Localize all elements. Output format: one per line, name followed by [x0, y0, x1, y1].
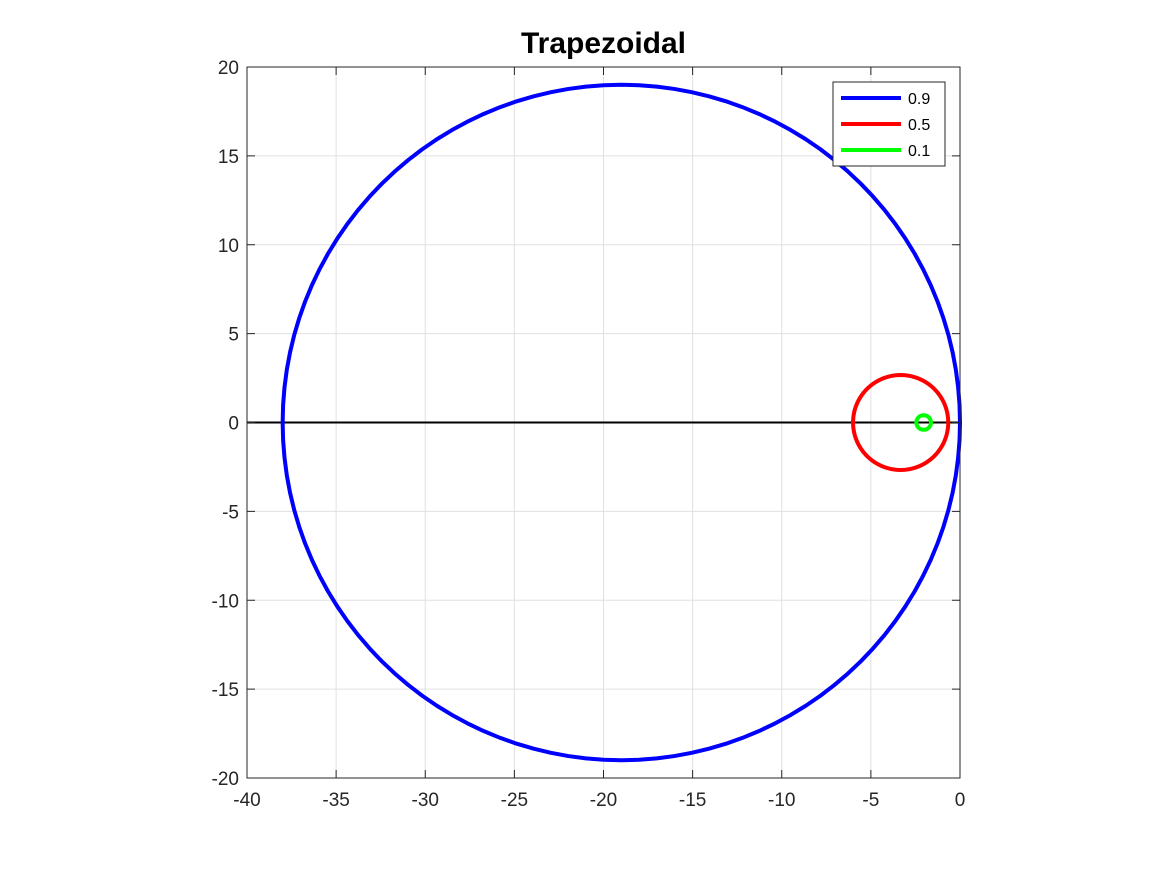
series-circle-0-5 [851, 373, 951, 472]
tick-marks [246, 66, 961, 779]
x-tick-label: -30 [412, 790, 439, 811]
y-tick-label: -10 [212, 591, 239, 612]
legend-label: 0.9 [908, 91, 930, 108]
y-tick-label: 20 [218, 58, 239, 79]
x-tick-label: -15 [679, 790, 706, 811]
x-tick-label: -40 [233, 790, 260, 811]
y-tick-label: -15 [212, 680, 239, 701]
y-tick-label: 10 [218, 236, 239, 257]
legend-label: 0.5 [908, 117, 930, 134]
y-tick-label: 0 [228, 414, 239, 435]
x-tick-label: 0 [955, 790, 966, 811]
x-tick-label: -20 [590, 790, 617, 811]
chart-title: Trapezoidal [521, 27, 686, 60]
y-tick-labels: -20 -15 -10 -5 0 5 10 15 20 [212, 58, 239, 790]
x-tick-label: -35 [322, 790, 349, 811]
legend-label: 0.1 [908, 143, 930, 160]
y-tick-label: 15 [218, 147, 239, 168]
y-tick-label: 5 [228, 325, 239, 346]
legend: 0.9 0.5 0.1 [832, 81, 946, 167]
x-tick-label: -10 [768, 790, 795, 811]
series-circle-0-1 [914, 413, 933, 432]
y-tick-label: -20 [212, 769, 239, 790]
x-tick-label: -25 [501, 790, 528, 811]
x-tick-label: -5 [862, 790, 879, 811]
x-tick-labels: -40 -35 -30 -25 -20 -15 -10 -5 0 [233, 790, 965, 811]
series-circle-0-9 [280, 82, 962, 763]
series-layer [280, 82, 962, 763]
y-tick-label: -5 [222, 502, 239, 523]
